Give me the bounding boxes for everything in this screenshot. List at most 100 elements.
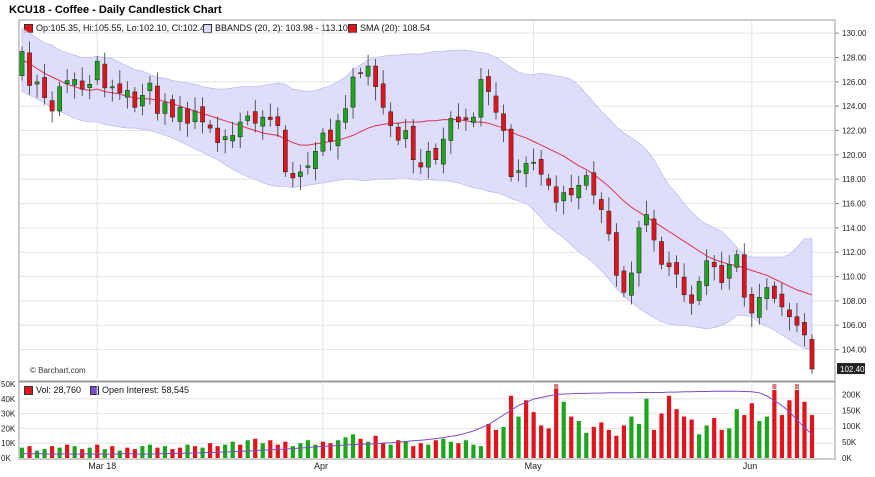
candle-body xyxy=(305,165,311,168)
volume-bar xyxy=(320,441,326,458)
candle-body xyxy=(809,339,815,370)
candle-body xyxy=(711,261,717,268)
candle-body xyxy=(591,172,597,196)
volume-bar xyxy=(343,437,348,458)
volume-bar xyxy=(749,403,754,458)
candle-body xyxy=(388,111,394,126)
price-axis-label: 122.00 xyxy=(842,127,867,136)
candle-body xyxy=(192,110,198,123)
volume-bar xyxy=(185,444,190,458)
candle-body xyxy=(260,116,266,127)
sma-swatch xyxy=(348,23,357,33)
candle-body xyxy=(561,192,567,202)
oi-axis-label: 200K xyxy=(842,390,861,399)
volume-bar xyxy=(456,443,461,458)
volume-bar xyxy=(651,429,657,458)
volume-bar xyxy=(523,400,529,458)
volume-bar xyxy=(358,438,363,458)
candle-body xyxy=(538,158,544,175)
volume-bar xyxy=(546,428,551,458)
month-label: Apr xyxy=(314,461,328,471)
candle-body xyxy=(651,218,657,241)
price-axis-label: 128.00 xyxy=(842,54,867,63)
candle-body xyxy=(147,82,153,92)
candle-body xyxy=(704,260,710,287)
volume-bar xyxy=(275,444,280,458)
candle-body xyxy=(245,115,251,121)
candle-body xyxy=(501,113,506,131)
volume-bar xyxy=(576,421,581,458)
oi-axis-label: 100K xyxy=(842,422,861,431)
price-axis-label: 118.00 xyxy=(842,175,866,184)
volume-bar xyxy=(674,409,679,458)
candle-body xyxy=(215,127,220,143)
volume-bar xyxy=(72,446,77,458)
candle-body xyxy=(621,270,627,293)
month-label: Mar 18 xyxy=(88,461,116,471)
volume-bar xyxy=(659,413,664,458)
volume-bar xyxy=(486,423,491,458)
candle-body xyxy=(772,285,777,299)
candle-body xyxy=(794,316,800,326)
volume-bar xyxy=(95,444,100,458)
candle-body xyxy=(681,276,687,296)
candle-body xyxy=(117,83,123,94)
volume-bar xyxy=(779,415,785,458)
candle-body xyxy=(516,170,521,173)
candle-body xyxy=(659,241,664,265)
candle-body xyxy=(373,65,378,87)
volume-bar xyxy=(561,401,566,458)
candle-body xyxy=(313,150,318,169)
candle-body xyxy=(583,175,589,186)
volume-bar xyxy=(742,415,747,458)
candle-body xyxy=(433,148,439,160)
volume-bar xyxy=(27,446,32,458)
candle-body xyxy=(267,116,273,120)
volume-bar xyxy=(539,425,544,458)
candle-body xyxy=(523,163,529,174)
candle-body xyxy=(320,132,326,152)
bbands-swatch xyxy=(203,23,212,33)
volume-bar xyxy=(448,441,453,458)
volume-bar xyxy=(147,444,153,458)
candle-body xyxy=(606,210,612,235)
volume-bar xyxy=(365,441,371,458)
oi-axis-label: 150K xyxy=(842,406,861,415)
volume-bar xyxy=(433,440,438,458)
candle-body xyxy=(94,60,100,81)
volume-bar xyxy=(418,443,423,458)
candle-body xyxy=(170,99,175,118)
sma-legend-text: SMA (20): 108.54 xyxy=(360,23,431,33)
candle-body xyxy=(756,296,762,318)
candle-body xyxy=(350,76,356,108)
volume-bar xyxy=(313,444,318,458)
candle-body xyxy=(418,162,424,168)
candle-body xyxy=(689,294,694,304)
candle-body xyxy=(64,80,70,85)
volume-bar xyxy=(207,443,213,458)
volume-axis-label: 30K xyxy=(1,410,16,419)
volume-bar xyxy=(757,421,762,458)
volume-axis-label: 20K xyxy=(1,424,16,433)
oi-legend-text: Open Interest: 58,545 xyxy=(102,385,190,395)
volume-bar xyxy=(403,441,408,458)
volume-bar xyxy=(712,418,717,458)
volume-bar xyxy=(787,400,792,458)
candle-body xyxy=(185,108,190,124)
volume-bar xyxy=(268,440,273,458)
volume-bar-overflow xyxy=(772,384,777,389)
volume-bar xyxy=(629,416,634,458)
volume-bar xyxy=(516,416,521,458)
volume-bar xyxy=(441,438,446,458)
sma-legend: SMA (20): 108.54 xyxy=(348,23,430,33)
candle-body xyxy=(644,214,649,226)
watermark: © Barchart.com xyxy=(30,366,86,375)
volume-bar xyxy=(260,443,265,458)
candle-body xyxy=(290,173,296,179)
volume-bar xyxy=(65,444,70,458)
volume-bar xyxy=(57,447,62,458)
candle-body xyxy=(200,106,205,123)
volume-bar xyxy=(614,435,619,458)
volume-axis-label: 40K xyxy=(1,395,16,404)
